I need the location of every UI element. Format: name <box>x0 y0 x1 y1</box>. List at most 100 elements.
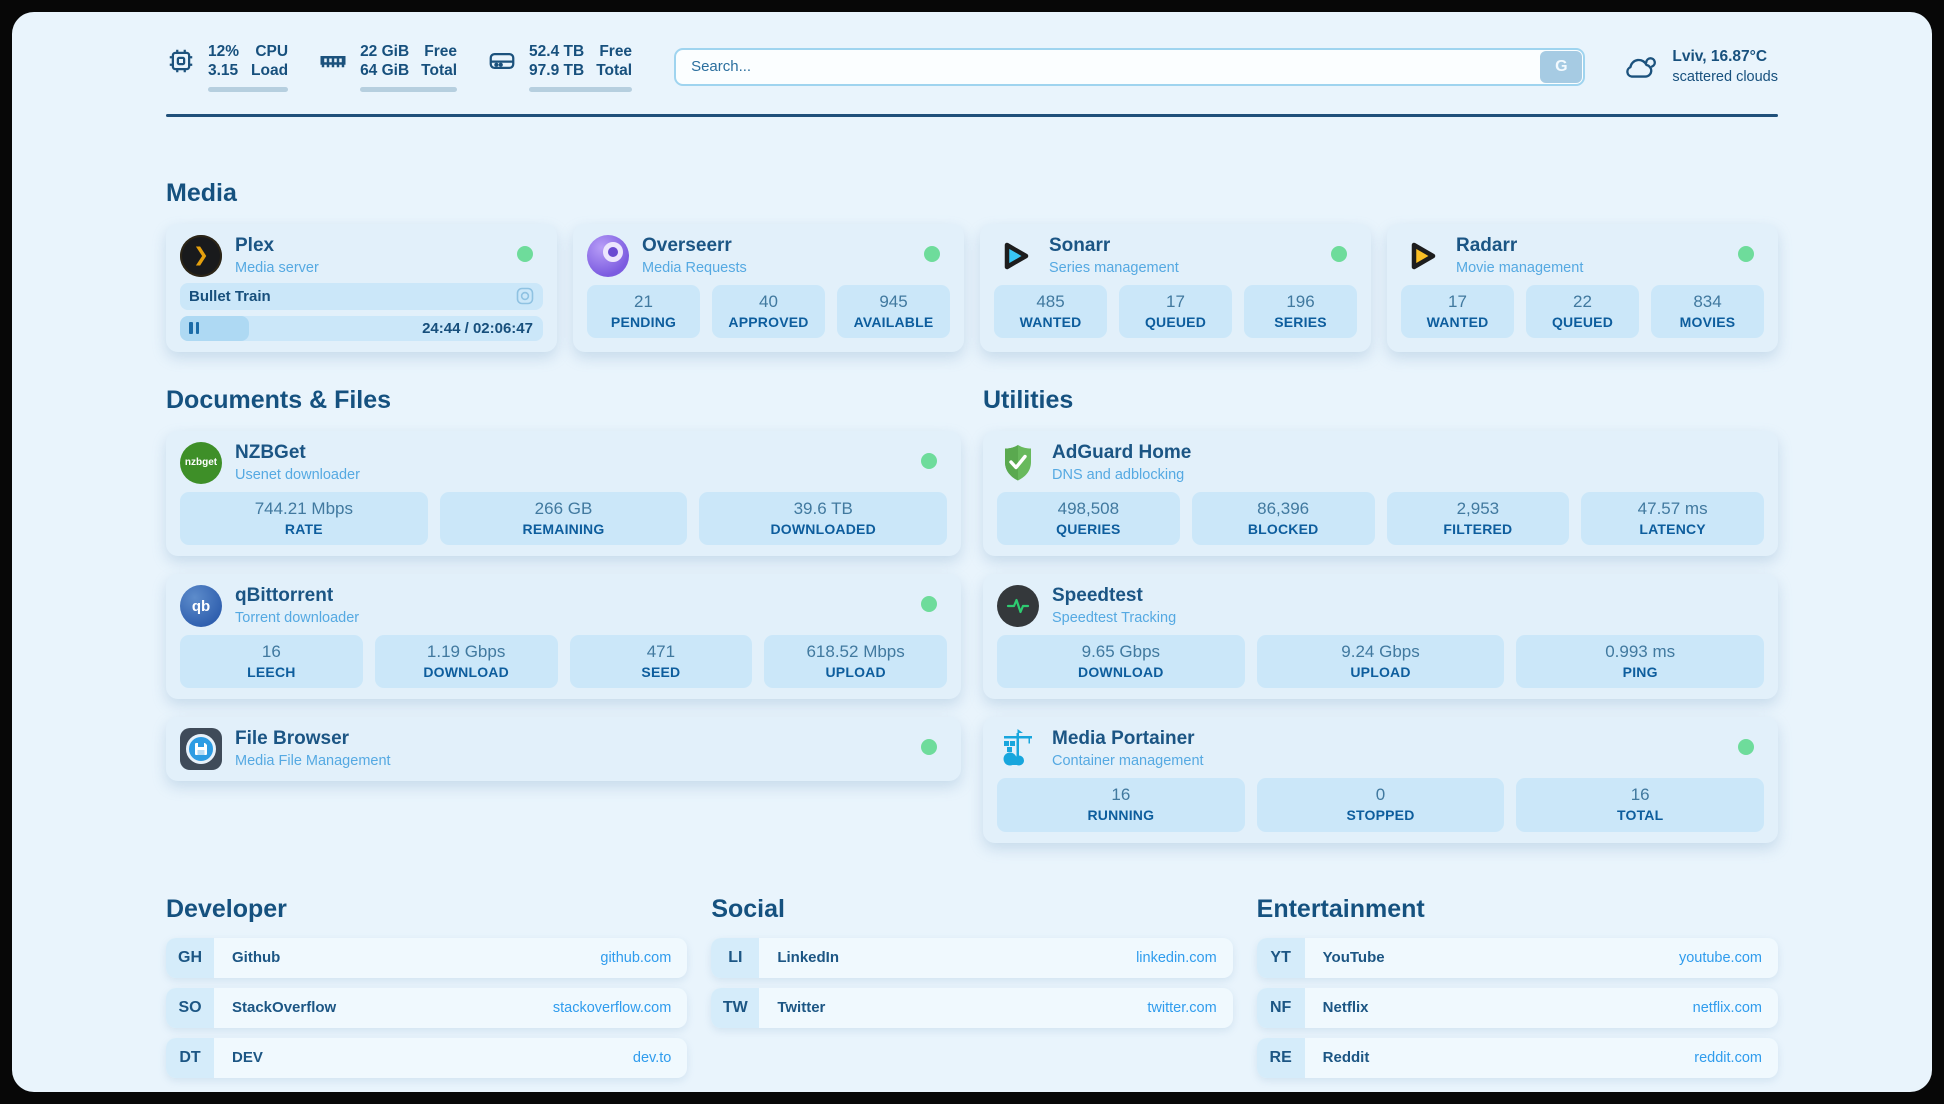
stat-series: 196 SERIES <box>1244 284 1357 339</box>
ram-free-value: 22 GiB <box>360 43 410 60</box>
app-name: File Browser <box>235 728 350 750</box>
ram-stat-widget: 22 GiB 64 GiB Free Total <box>318 42 458 92</box>
bookmark-url[interactable]: netflix.com <box>1692 999 1762 1016</box>
app-subtitle: Media File Management <box>235 753 391 770</box>
app-subtitle: Series management <box>1049 259 1179 276</box>
cpu-stat-widget: 12% 3.15 CPU Load <box>166 42 289 92</box>
pause-button[interactable] <box>180 315 249 341</box>
bookmark-abbr: GH <box>166 937 214 978</box>
bookmark-youtube[interactable]: YT YouTube youtube.com <box>1256 937 1778 978</box>
disk-total-label: Total <box>596 62 633 80</box>
bookmark-abbr: DT <box>166 1037 214 1078</box>
stat-value: 16 <box>261 642 281 662</box>
app-link-speedtest[interactable]: Speedtest Speedtest Tracking <box>997 585 1764 628</box>
app-card-plex: ❯ Plex Media server Bullet Train <box>166 223 557 352</box>
app-link-overseerr[interactable]: Overseerr Media Requests <box>587 234 950 277</box>
bookmark-name: StackOverflow <box>232 999 337 1017</box>
nzbget-icon: nzbget <box>180 441 222 484</box>
stat-label: TOTAL <box>1616 807 1664 824</box>
bookmark-name: LinkedIn <box>777 949 839 967</box>
app-link-portainer[interactable]: Media Portainer Container management <box>997 728 1764 770</box>
session-icon[interactable] <box>516 287 534 305</box>
stat-value: 485 <box>1036 291 1065 311</box>
stat-value: 40 <box>759 291 778 311</box>
app-name: AdGuard Home <box>1052 441 1192 463</box>
search-engine-button[interactable]: G <box>1540 50 1583 83</box>
app-link-adguard[interactable]: AdGuard Home DNS and adblocking <box>997 442 1764 484</box>
app-name: Sonarr <box>1049 234 1111 256</box>
app-name: Speedtest <box>1052 585 1143 607</box>
stat-label: DOWNLOADED <box>770 520 876 537</box>
app-card-nzbget: nzbget NZBGet Usenet downloader 744.21 M… <box>166 430 961 557</box>
app-subtitle: DNS and adblocking <box>1052 466 1185 483</box>
stat-value: 47.57 ms <box>1637 498 1708 518</box>
stat-leech: 16 LEECH <box>180 635 363 689</box>
app-subtitle: Usenet downloader <box>235 466 360 483</box>
links-section-social: Social LI LinkedIn linkedin.com TW Twitt… <box>711 895 1233 1078</box>
stat-filtered: 2,953 FILTERED <box>1386 491 1570 546</box>
cpu-usage-value: 12% <box>208 43 240 60</box>
bookmark-url[interactable]: dev.to <box>632 1049 672 1066</box>
utilities-column: AdGuard Home DNS and adblocking 498,508 … <box>983 430 1778 843</box>
bookmark-reddit[interactable]: RE Reddit reddit.com <box>1256 1037 1778 1078</box>
bookmark-url[interactable]: stackoverflow.com <box>552 999 672 1016</box>
bookmark-dev[interactable]: DT DEV dev.to <box>166 1037 688 1078</box>
search-input[interactable] <box>674 47 1586 86</box>
ram-progress-bar <box>360 86 458 92</box>
app-link-qbittorrent[interactable]: qb qBittorrent Torrent downloader <box>180 585 947 628</box>
stat-value: 498,508 <box>1057 498 1120 518</box>
bookmark-url[interactable]: youtube.com <box>1678 949 1762 966</box>
pause-icon <box>195 322 199 335</box>
stat-label: DOWNLOAD <box>1078 664 1164 681</box>
status-dot <box>1738 245 1754 262</box>
bookmark-url[interactable]: reddit.com <box>1694 1049 1762 1066</box>
stat-value: 471 <box>646 642 676 662</box>
stat-value: 834 <box>1693 291 1722 311</box>
bookmark-twitter[interactable]: TW Twitter twitter.com <box>711 987 1233 1028</box>
stat-download: 9.65 Gbps DOWNLOAD <box>997 635 1245 689</box>
stat-label: LEECH <box>247 664 296 681</box>
bookmark-url[interactable]: linkedin.com <box>1136 949 1217 966</box>
stat-label: PING <box>1622 664 1658 681</box>
bookmark-url[interactable]: github.com <box>600 949 672 966</box>
status-dot <box>1331 245 1347 262</box>
stat-label: FILTERED <box>1443 520 1513 537</box>
speedtest-icon <box>997 585 1039 628</box>
bookmark-abbr: RE <box>1256 1037 1305 1078</box>
app-card-filebrowser: File Browser Media File Management <box>166 717 961 782</box>
header-divider <box>166 113 1778 117</box>
stat-value: 618.52 Mbps <box>806 642 905 662</box>
bookmark-netflix[interactable]: NF Netflix netflix.com <box>1256 987 1778 1028</box>
status-dot <box>921 452 937 469</box>
cpu-load-label: Load <box>251 62 289 80</box>
stat-rate: 744.21 Mbps RATE <box>180 491 428 546</box>
bookmark-linkedin[interactable]: LI LinkedIn linkedin.com <box>711 937 1233 978</box>
sonarr-icon <box>994 235 1036 277</box>
app-link-filebrowser[interactable]: File Browser Media File Management <box>180 728 947 771</box>
stat-running: 16 RUNNING <box>997 778 1245 832</box>
section-title-media: Media <box>166 178 237 207</box>
app-link-nzbget[interactable]: nzbget NZBGet Usenet downloader <box>180 441 947 484</box>
bookmark-github[interactable]: GH Github github.com <box>166 937 688 978</box>
stat-blocked: 86,396 BLOCKED <box>1191 491 1375 546</box>
app-link-sonarr[interactable]: Sonarr Series management <box>994 235 1357 277</box>
app-link-plex[interactable]: ❯ Plex Media server <box>180 234 543 277</box>
weather-condition: scattered clouds <box>1672 68 1778 85</box>
disk-stat-widget: 52.4 TB 97.9 TB Free Total <box>487 42 633 92</box>
bookmark-stackoverflow[interactable]: SO StackOverflow stackoverflow.com <box>166 987 688 1028</box>
plex-icon: ❯ <box>180 234 222 277</box>
section-title-utilities: Utilities <box>983 385 1074 414</box>
bookmark-name: Twitter <box>777 999 826 1017</box>
stat-ping: 0.993 ms PING <box>1516 635 1765 689</box>
stat-pending: 21 PENDING <box>587 284 700 339</box>
stat-upload: 9.24 Gbps UPLOAD <box>1256 635 1505 689</box>
stat-label: STOPPED <box>1346 807 1415 824</box>
stat-label: RATE <box>284 520 323 537</box>
app-link-radarr[interactable]: Radarr Movie management <box>1401 235 1764 277</box>
app-subtitle: Speedtest Tracking <box>1052 609 1177 626</box>
bookmark-url[interactable]: twitter.com <box>1147 999 1217 1016</box>
app-card-radarr: Radarr Movie management 17 WANTED 22 QUE… <box>1387 223 1778 352</box>
stat-value: 196 <box>1286 291 1315 311</box>
stat-stopped: 0 STOPPED <box>1256 778 1505 832</box>
disk-free-value: 52.4 TB <box>529 43 585 60</box>
